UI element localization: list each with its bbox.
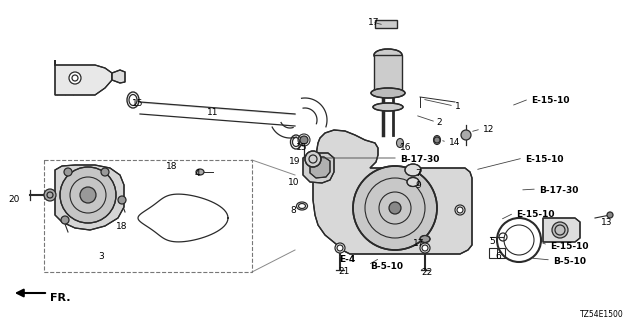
Ellipse shape [420,236,430,243]
Text: B-17-30: B-17-30 [400,155,440,164]
Text: B-17-30: B-17-30 [539,186,579,195]
Polygon shape [303,153,334,183]
Text: E-4: E-4 [339,255,355,264]
Bar [374,55,402,93]
Ellipse shape [405,164,421,176]
Text: 3: 3 [98,252,104,261]
Text: 18: 18 [116,222,127,231]
Text: 15: 15 [132,99,143,108]
Text: 16: 16 [400,143,412,152]
Text: 20: 20 [8,195,19,204]
Polygon shape [55,165,124,230]
Ellipse shape [407,178,419,187]
Text: 13: 13 [601,218,612,227]
Text: 19: 19 [289,157,301,166]
Circle shape [101,168,109,176]
Circle shape [389,202,401,214]
Ellipse shape [371,88,405,98]
Text: FR.: FR. [50,293,70,303]
Circle shape [434,137,440,143]
Text: E-15-10: E-15-10 [516,210,554,219]
Bar [375,20,397,28]
Ellipse shape [373,103,403,111]
Circle shape [335,243,345,253]
Circle shape [64,168,72,176]
Polygon shape [313,130,472,254]
Circle shape [118,196,126,204]
Circle shape [60,167,116,223]
Text: 11: 11 [207,108,219,117]
Text: 4: 4 [195,169,200,178]
Ellipse shape [433,135,440,145]
Ellipse shape [397,139,403,148]
Text: E-15-10: E-15-10 [550,242,589,251]
Text: 22: 22 [421,268,432,277]
Text: 10: 10 [288,178,300,187]
Text: E-15-10: E-15-10 [525,155,563,164]
Text: B-5-10: B-5-10 [553,257,586,266]
Circle shape [461,130,471,140]
Text: 9: 9 [415,181,420,190]
Text: B-5-10: B-5-10 [370,262,403,271]
Polygon shape [112,70,125,83]
Text: 14: 14 [449,138,460,147]
Circle shape [305,151,321,167]
Ellipse shape [196,169,204,175]
Text: 8: 8 [290,206,296,215]
Text: E-15-10: E-15-10 [531,96,570,105]
Text: 17: 17 [368,18,380,27]
Polygon shape [310,157,330,178]
Text: 1: 1 [455,102,461,111]
Text: 2: 2 [436,118,442,127]
Polygon shape [543,218,580,242]
Text: 21: 21 [338,267,349,276]
Circle shape [455,205,465,215]
Circle shape [44,189,56,201]
Text: 7: 7 [415,169,420,178]
Circle shape [353,166,437,250]
Text: TZ54E1500: TZ54E1500 [580,310,624,319]
Bar [489,248,505,258]
Circle shape [61,216,69,224]
Circle shape [420,243,430,253]
Circle shape [69,72,81,84]
Circle shape [300,136,308,144]
Text: 5: 5 [489,237,495,246]
Circle shape [80,187,96,203]
Text: 18: 18 [166,162,177,171]
Text: 15: 15 [296,143,307,152]
Circle shape [552,222,568,238]
Polygon shape [55,60,112,95]
Text: 6: 6 [495,252,500,261]
Ellipse shape [374,49,402,61]
Bar [44,160,252,272]
Circle shape [607,212,613,218]
Text: 12: 12 [483,125,494,134]
Text: 17: 17 [413,239,424,248]
